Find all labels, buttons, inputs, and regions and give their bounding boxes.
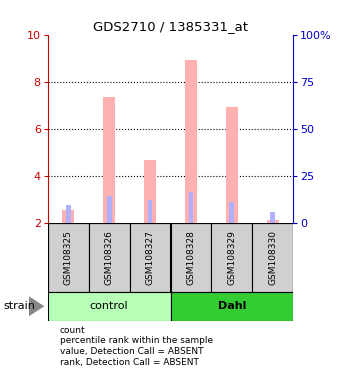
Text: GSM108328: GSM108328 bbox=[187, 230, 195, 285]
Bar bbox=[229, 202, 234, 223]
Text: Dahl: Dahl bbox=[218, 301, 246, 311]
Text: control: control bbox=[90, 301, 129, 311]
Bar bbox=[170, 223, 211, 292]
Text: GSM108325: GSM108325 bbox=[64, 230, 73, 285]
Text: GSM108327: GSM108327 bbox=[146, 230, 154, 285]
Text: value, Detection Call = ABSENT: value, Detection Call = ABSENT bbox=[60, 347, 203, 356]
Bar bbox=[107, 196, 112, 223]
Bar bbox=[270, 212, 275, 223]
Text: GSM108329: GSM108329 bbox=[227, 230, 236, 285]
Text: strain: strain bbox=[3, 301, 35, 311]
Bar bbox=[226, 108, 238, 223]
Polygon shape bbox=[29, 296, 44, 316]
Bar bbox=[48, 223, 89, 292]
Bar bbox=[103, 97, 115, 223]
Bar bbox=[211, 223, 252, 292]
Text: count: count bbox=[60, 326, 85, 335]
Bar bbox=[170, 292, 293, 321]
Bar bbox=[148, 200, 152, 223]
Bar bbox=[66, 205, 71, 223]
Text: GSM108326: GSM108326 bbox=[105, 230, 114, 285]
Bar bbox=[189, 192, 193, 223]
Title: GDS2710 / 1385331_at: GDS2710 / 1385331_at bbox=[93, 20, 248, 33]
Text: percentile rank within the sample: percentile rank within the sample bbox=[60, 336, 213, 346]
Bar bbox=[89, 223, 130, 292]
Bar bbox=[185, 60, 197, 223]
Bar bbox=[62, 210, 74, 223]
Bar bbox=[130, 223, 170, 292]
Text: GSM108330: GSM108330 bbox=[268, 230, 277, 285]
Bar bbox=[48, 292, 170, 321]
Bar bbox=[267, 220, 279, 223]
Bar bbox=[252, 223, 293, 292]
Bar bbox=[144, 161, 156, 223]
Text: rank, Detection Call = ABSENT: rank, Detection Call = ABSENT bbox=[60, 358, 198, 367]
